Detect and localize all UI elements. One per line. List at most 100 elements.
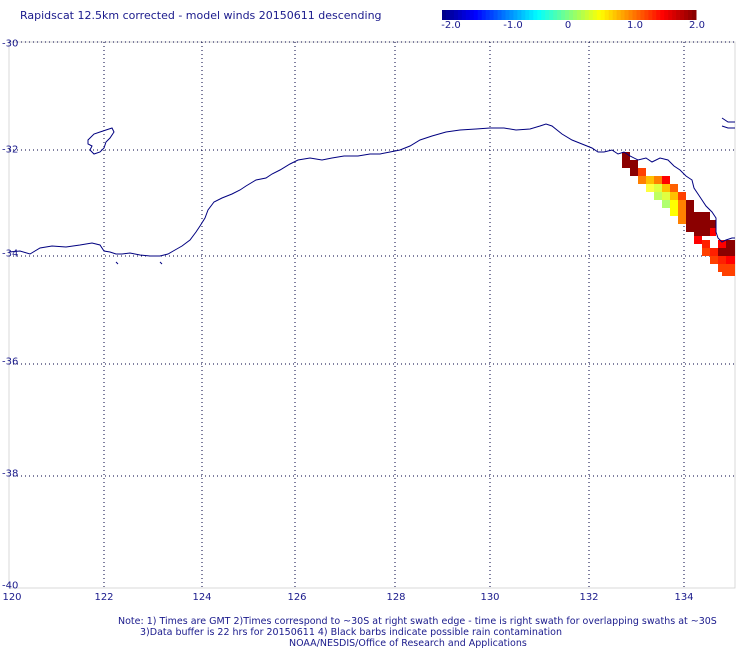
colorbar-segment xyxy=(664,10,669,20)
colorbar-segment xyxy=(481,10,487,20)
australia-south-coast xyxy=(8,123,735,257)
colorbar-segment xyxy=(517,10,522,20)
swath-cell xyxy=(718,264,726,272)
colorbar-segment xyxy=(525,10,530,20)
swath-cell xyxy=(694,212,702,220)
note-line-1: Note: 1) Times are GMT 2)Times correspon… xyxy=(118,616,717,627)
colorbar-segment xyxy=(549,10,554,20)
lon-label-134: 134 xyxy=(674,592,694,603)
colorbar-segment xyxy=(644,10,649,20)
note-line-3: NOAA/NESDIS/Office of Research and Appli… xyxy=(289,638,527,649)
swath-cell xyxy=(702,212,710,220)
lat-label-34: -34 xyxy=(2,248,19,260)
colorbar-segment xyxy=(588,10,594,20)
colorbar-segment xyxy=(604,10,610,20)
lon-label-122: 122 xyxy=(94,592,114,603)
swath-cell xyxy=(702,220,710,228)
colorbar-segment xyxy=(557,10,562,20)
colorbar-segment xyxy=(688,10,693,20)
swath-cell xyxy=(694,228,702,236)
swath-cell xyxy=(670,208,678,216)
colorbar-segment xyxy=(680,10,685,20)
swath-cell xyxy=(702,248,710,256)
swath-cell xyxy=(654,184,662,192)
lat-label-36: -36 xyxy=(2,356,19,368)
colorbar-segment xyxy=(592,10,598,20)
colorbar-segment xyxy=(620,10,626,20)
swath-cell xyxy=(702,240,710,248)
wind-difference-swath xyxy=(622,152,735,276)
colorbar-segment xyxy=(692,10,697,20)
colorbar-segment xyxy=(684,10,689,20)
swath-cell xyxy=(678,216,686,224)
colorbar-segment xyxy=(533,10,538,20)
graticule xyxy=(9,41,735,588)
colorbar-segment xyxy=(608,10,614,20)
colorbar-segment xyxy=(537,10,542,20)
swath-cell xyxy=(662,200,670,208)
swath-cell xyxy=(654,176,662,184)
colorbar xyxy=(442,10,697,20)
lon-label-128: 128 xyxy=(386,592,406,603)
colorbar-segment xyxy=(513,10,518,20)
swath-cell xyxy=(726,264,735,272)
colorbar-segment xyxy=(489,10,495,20)
swath-cell xyxy=(622,160,630,168)
colorbar-segment xyxy=(584,10,590,20)
swath-cell xyxy=(638,168,646,176)
swath-cell xyxy=(686,200,694,208)
colorbar-segment xyxy=(672,10,677,20)
swath-cell xyxy=(670,200,678,208)
swath-cell xyxy=(722,272,735,276)
colorbar-segment xyxy=(565,10,570,20)
colorbar-segment xyxy=(561,10,566,20)
colorbar-segment xyxy=(541,10,546,20)
colorbar-segment xyxy=(580,10,586,20)
colorbar-segment xyxy=(442,10,447,20)
swath-cell xyxy=(662,184,670,192)
colorbar-segment xyxy=(612,10,618,20)
colorbar-segment xyxy=(485,10,491,20)
colorbar-segment xyxy=(616,10,622,20)
colorbar-segment xyxy=(572,10,578,20)
colorbar-segment xyxy=(624,10,630,20)
lat-label-40: -40 xyxy=(2,580,19,592)
swath-cell xyxy=(678,192,686,200)
colorbar-segment xyxy=(576,10,582,20)
swath-cell xyxy=(662,176,670,184)
swath-cell xyxy=(678,208,686,216)
colorbar-segment xyxy=(596,10,602,20)
colorbar-segment xyxy=(469,10,475,20)
lon-label-126: 126 xyxy=(287,592,307,603)
lon-label-132: 132 xyxy=(579,592,599,603)
colorbar-tick-1: -2.0 xyxy=(441,20,461,31)
swath-cell xyxy=(630,168,638,176)
swath-cell xyxy=(718,256,726,264)
swath-cell xyxy=(686,208,694,216)
swath-cell xyxy=(630,160,638,168)
colorbar-segment xyxy=(493,10,499,20)
note-line-2: 3)Data buffer is 22 hrs for 20150611 4) … xyxy=(140,627,562,638)
colorbar-segment xyxy=(509,10,514,20)
swath-cell xyxy=(710,228,716,236)
swath-cell xyxy=(670,192,678,200)
colorbar-segment xyxy=(668,10,673,20)
swath-cell xyxy=(670,184,678,192)
coast-dot-2 xyxy=(159,261,163,265)
colorbar-segment xyxy=(501,10,506,20)
colorbar-segment xyxy=(477,10,483,20)
colorbar-segment xyxy=(457,10,463,20)
colorbar-segment xyxy=(632,10,637,20)
swath-cell xyxy=(726,256,735,264)
swath-cell xyxy=(702,228,710,236)
colorbar-segment xyxy=(497,10,503,20)
map-title: Rapidscat 12.5km corrected - model winds… xyxy=(20,9,382,22)
tasmania-north-tip xyxy=(721,117,735,129)
swath-cell xyxy=(710,256,718,264)
swath-cell xyxy=(726,240,735,248)
colorbar-tick-3: 0 xyxy=(564,20,572,31)
swath-cell xyxy=(638,176,646,184)
colorbar-segment xyxy=(473,10,479,20)
lon-label-124: 124 xyxy=(192,592,212,603)
swath-cell xyxy=(646,176,654,184)
